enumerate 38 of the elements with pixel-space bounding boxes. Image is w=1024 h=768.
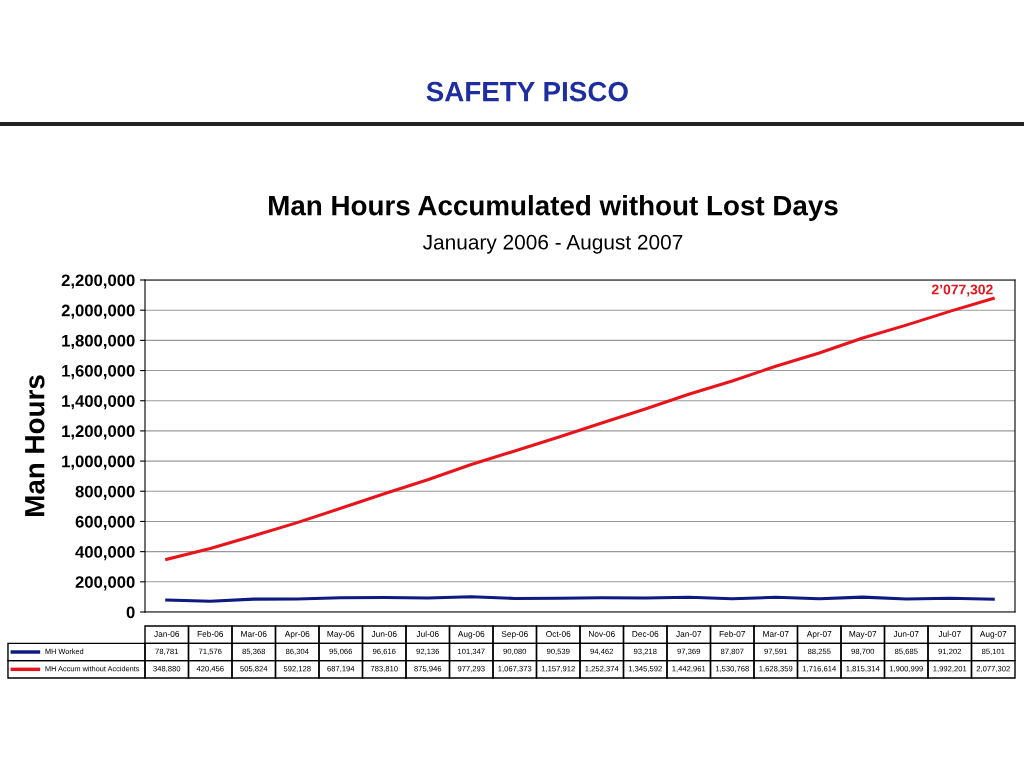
x-tick-label: May-06 [327, 631, 355, 639]
x-tick-label: Dec-06 [632, 631, 659, 637]
x-tick-label: Oct-06 [546, 631, 571, 637]
x-tick-label: Apr-06 [284, 631, 310, 639]
y-tick-label: 2,200,000 [61, 274, 135, 289]
y-tick-label: 1,000,000 [62, 455, 135, 470]
x-tick-label: Mar-07 [763, 631, 789, 637]
chart-subtitle: January 2006 - August 2007 [422, 234, 683, 254]
text: SAFETY PISCO [426, 81, 628, 102]
y-tick-label: 0 [126, 606, 135, 619]
x-tick-label: Jul-06 [416, 630, 439, 637]
x-tick-label: Jan-07 [676, 631, 702, 637]
y-tick-label: 200,000 [75, 576, 135, 591]
x-tick-label: Aug-07 [979, 631, 1007, 639]
y-tick-label: 1,200,000 [62, 425, 135, 440]
y-tick-label: 1,400,000 [62, 395, 135, 410]
x-tick-label: Mar-06 [241, 631, 267, 637]
y-tick-label: 2,000,000 [61, 304, 135, 319]
y-tick-label: 600,000 [75, 515, 135, 531]
x-tick-label: Jul-07 [938, 630, 961, 637]
annotation: 2’077,302 [931, 284, 993, 297]
x-tick-label: Jun-07 [893, 631, 919, 637]
line-series [165, 296, 995, 561]
x-tick-label: Jan-06 [154, 631, 180, 637]
x-tick-label: Feb-07 [719, 630, 746, 637]
x-tick-label: May-07 [849, 631, 877, 639]
y-tick-label: 800,000 [75, 485, 135, 500]
y-tick-label: 1,800,000 [62, 334, 135, 349]
x-tick-label: Apr-07 [806, 631, 832, 639]
x-tick-label: Feb-06 [197, 630, 224, 637]
y-axis-title: Man Hours [25, 375, 45, 516]
x-tick-label: Sep-06 [501, 631, 528, 639]
x-tick-label: Nov-06 [589, 631, 615, 637]
x-tick-label: Jun-06 [371, 631, 397, 637]
y-tick-label: 1,600,000 [62, 364, 135, 380]
y-tick-label: 400,000 [75, 546, 135, 561]
chart-title: Man Hours Accumulated without Lost Days [269, 195, 838, 221]
x-tick-label: Aug-06 [457, 631, 485, 639]
